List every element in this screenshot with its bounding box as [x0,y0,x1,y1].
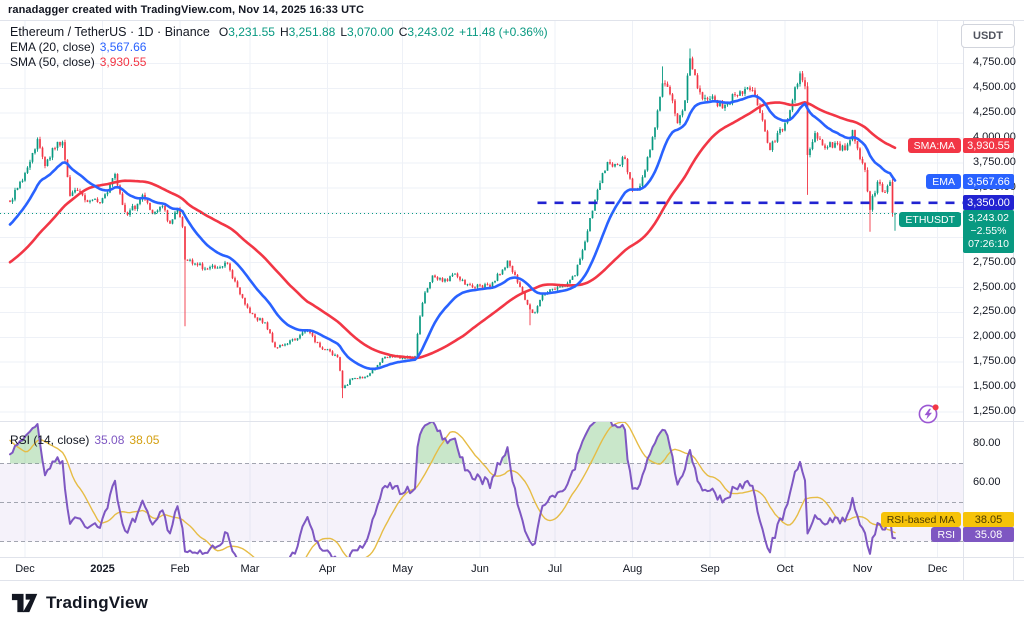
currency-toggle-button[interactable]: USDT [961,24,1015,48]
sma-value: 3,930.55 [99,55,147,69]
footer: TradingView [10,592,148,614]
ohlc-open: O3,231.55 [218,25,275,39]
ema-badge-label: EMA [926,174,961,189]
time-axis-label: 2025 [90,563,115,575]
price-axis-label: 2,750.00 [973,256,1016,268]
ema-badge-value: 3,567.66 [963,174,1014,189]
price-axis-label: 2,250.00 [973,305,1016,317]
time-axis-label: Oct [776,563,794,575]
symbol-price-badge: 3,243.02 −2.55% 07:26:10 [963,210,1014,253]
rsi-badge-value: 35.08 [963,527,1014,542]
time-axis-label: Aug [622,563,643,575]
price-axis-label: 1,250.00 [973,405,1016,417]
level-badge-value: 3,350.00 [963,195,1014,210]
sma-line [8,101,897,360]
daily-change: +11.48 (+0.36%) [459,25,548,39]
rsi-line [9,422,896,557]
grid [0,20,963,557]
sma-badge-value: 3,930.55 [963,138,1014,153]
price-axis-label: 4,250.00 [973,106,1016,118]
chart-credit: ranadagger created with TradingView.com,… [8,4,364,16]
time-axis-label: Apr [318,563,337,575]
rsi-overbought-fill [10,422,693,464]
widget-right-border [1013,20,1014,581]
rsi-ma-badge-value: 38.05 [963,512,1014,527]
time-axis-label: Dec [15,563,35,575]
time-axis-label: Feb [170,563,190,575]
sma-badge-label: SMA:MA [907,138,961,153]
price-axis-label: 1,750.00 [973,355,1016,367]
price-axis-label: 2,500.00 [973,281,1016,293]
rsi-badge-label: RSI [931,527,961,542]
time-axis-label: Sep [700,563,720,575]
tradingview-logo-icon [11,593,38,613]
rsi-ma-value: 38.05 [129,433,160,447]
time-axis-label: Jul [547,563,563,575]
time-axis-label: Dec [927,563,948,575]
symbol-badge-countdown: 07:26:10 [968,238,1009,250]
rsi-band [0,463,963,542]
tradingview-brand[interactable]: TradingView [46,593,149,612]
lightning-icon[interactable] [917,402,941,426]
legend-sma-row[interactable]: SMA (50, close) 3,930.55 [10,55,548,69]
widget-top-border [0,20,1024,21]
symbol-badge-price: 3,243.02 [968,212,1009,224]
ohlc-high: H3,251.88 [279,25,336,39]
ohlc-close: C3,243.02 [398,25,455,39]
ema-line [8,94,897,371]
ohlc-low: L3,070.00 [340,25,394,39]
price-axis-label: 4,500.00 [973,81,1016,93]
time-axis-label: May [392,563,413,575]
rsi-ma-badge-label: RSI-based MA [880,512,961,527]
price-scale-border [963,20,964,581]
ema-label: EMA (20, close) [10,40,95,54]
price-axis-label: 2,000.00 [973,330,1016,342]
candles [9,48,896,399]
symbol-badge-label: ETHUSDT [899,212,961,227]
time-axis-border [0,557,1024,558]
rsi-value: 35.08 [94,433,125,447]
symbol-badge-change: −2.55% [970,225,1007,237]
price-axis-label: 4,750.00 [973,56,1016,68]
rsi-legend: RSI (14, close) 35.08 38.05 [10,433,159,448]
price-axis-label: 1,500.00 [973,380,1016,392]
rsi-label: RSI (14, close) [10,433,90,447]
rsi-axis-label-60: 60.00 [973,476,1001,488]
symbol-title[interactable]: Ethereum / TetherUS · 1D · Binance [10,25,210,39]
rsi-axis-label-80: 80.00 [973,437,1001,449]
notification-dot [932,404,939,411]
widget-bottom-border [0,580,1024,581]
rsi-legend-row[interactable]: RSI (14, close) 35.08 38.05 [10,433,159,447]
time-axis-label: Jun [471,563,489,575]
ema-value: 3,567.66 [99,40,147,54]
time-axis-label: Mar [240,563,260,575]
legend-ema-row[interactable]: EMA (20, close) 3,567.66 [10,40,548,54]
legend: Ethereum / TetherUS · 1D · Binance O3,23… [10,25,548,70]
price-axis-label: 3,750.00 [973,156,1016,168]
pane-divider[interactable] [0,421,1024,422]
legend-symbol-row[interactable]: Ethereum / TetherUS · 1D · Binance O3,23… [10,25,548,39]
sma-label: SMA (50, close) [10,55,95,69]
time-axis-label: Nov [852,563,873,575]
